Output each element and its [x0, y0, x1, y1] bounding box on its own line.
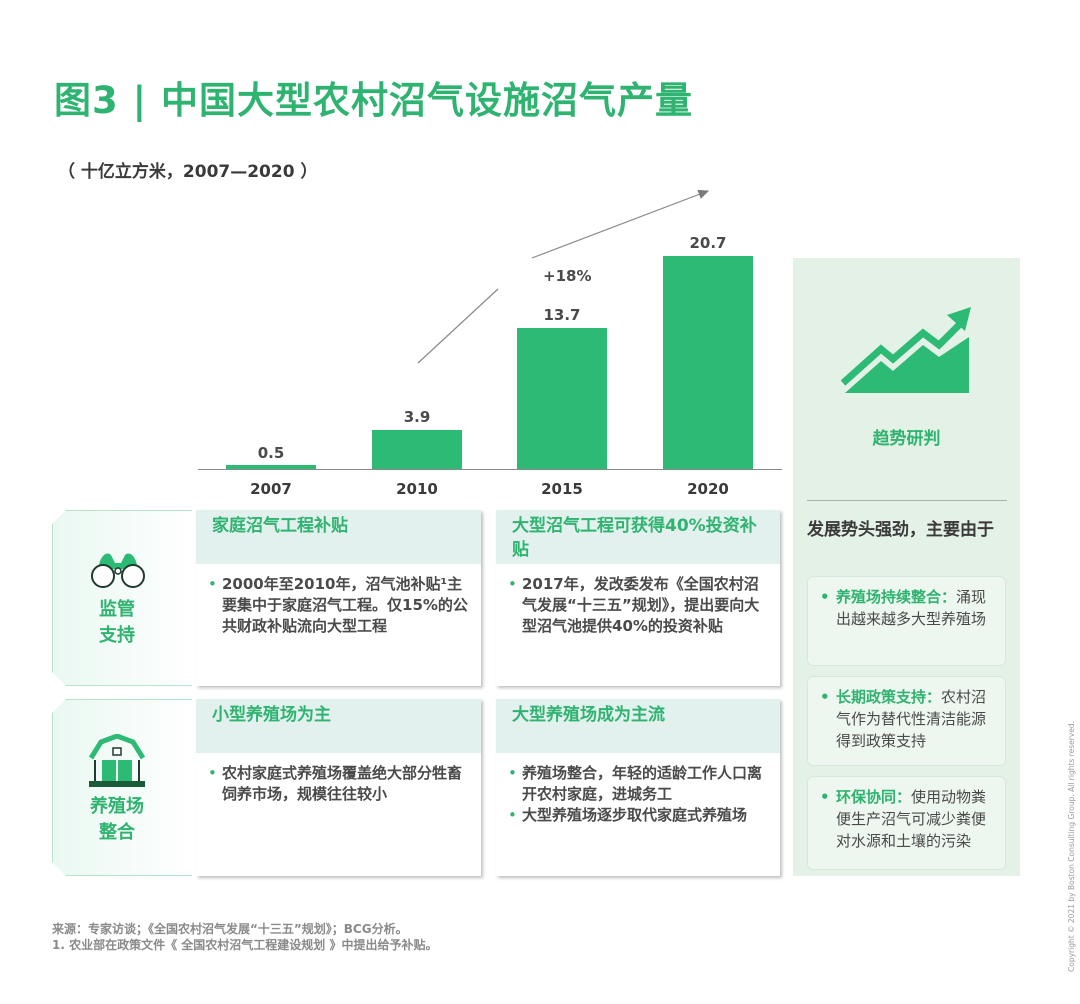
- category-label-line2: 整合: [99, 822, 135, 843]
- card-household-biogas-subsidy: 家庭沼气工程补贴 2000年至2010年，沼气池补贴¹主要集中于家庭沼气工程。仅…: [196, 510, 481, 686]
- card-heading: 家庭沼气工程补贴: [196, 510, 481, 564]
- bar-value-2020: 20.7: [689, 234, 727, 252]
- reason-text: 使用动物粪便生产沼气可减少粪便对水源和土壤的污染: [836, 788, 987, 850]
- category-label-line1: 监管: [99, 599, 135, 620]
- trend-up-chart-icon: [841, 307, 971, 393]
- bar-2007: [226, 465, 316, 469]
- bullet-icon: •: [820, 688, 830, 706]
- reason-key: 长期政策支持：: [836, 688, 942, 706]
- x-tick-2015: 2015: [541, 480, 583, 498]
- card-bullet: 养殖场整合，年轻的适龄工作人口离开农村家庭，进城务工: [508, 763, 768, 805]
- binoculars-icon: [87, 549, 149, 589]
- category-regulatory-support: 监管 支持: [52, 510, 192, 686]
- reason-text: 涌现出越来越多大型养殖场: [836, 588, 987, 628]
- source-note: 来源：专家访谈；《全国农村沼气发展“十三五”规划》；BCG分析。: [52, 922, 408, 936]
- trend-panel-heading: 趋势研判: [872, 429, 941, 449]
- card-large-farms-mainstream: 大型养殖场成为主流 养殖场整合，年轻的适龄工作人口离开农村家庭，进城务工 大型养…: [496, 699, 780, 876]
- x-axis: [198, 469, 782, 470]
- bar-2010: [372, 430, 462, 469]
- card-bullet: 农村家庭式养殖场覆盖绝大部分牲畜饲养市场，规模往往较小: [208, 763, 469, 805]
- category-label-line1: 养殖场: [90, 796, 144, 817]
- reason-card-environmental-synergy: • 环保协同：使用动物粪便生产沼气可减少粪便对水源和土壤的污染: [807, 776, 1006, 870]
- barn-icon: [87, 734, 147, 788]
- bar-2015: [517, 328, 607, 469]
- reason-key: 环保协同：: [836, 788, 912, 806]
- x-tick-2007: 2007: [250, 480, 292, 498]
- card-heading: 大型养殖场成为主流: [496, 699, 780, 753]
- bar-chart: +18% 0.5 2007 3.9 2010 13.7 2015 20.7 20…: [0, 0, 790, 500]
- card-bullet: 大型养殖场逐步取代家庭式养殖场: [508, 805, 768, 826]
- copyright-notice: Copyright © 2021 by Boston Consulting Gr…: [1067, 720, 1076, 972]
- x-tick-2020: 2020: [687, 480, 729, 498]
- reason-key: 养殖场持续整合：: [836, 588, 957, 606]
- bar-value-2010: 3.9: [403, 408, 431, 426]
- card-bullet: 2000年至2010年，沼气池补贴¹主要集中于家庭沼气工程。仅15%的公共财政补…: [208, 574, 469, 637]
- footnotes: 来源：专家访谈；《全国农村沼气发展“十三五”规划》；BCG分析。 1. 农业部在…: [52, 921, 437, 953]
- card-large-biogas-investment-subsidy: 大型沼气工程可获得40%投资补贴 2017年，发改委发布《全国农村沼气发展“十三…: [496, 510, 780, 686]
- category-label-line2: 支持: [99, 625, 135, 646]
- bar-2020: [663, 256, 753, 469]
- trend-panel-lead: 发展势头强劲，主要由于: [807, 520, 994, 540]
- cagr-annotation: +18%: [540, 267, 595, 285]
- bar-value-2007: 0.5: [257, 444, 285, 462]
- card-small-farms-dominant: 小型养殖场为主 农村家庭式养殖场覆盖绝大部分牲畜饲养市场，规模往往较小: [196, 699, 481, 876]
- trend-arrow-icon: [417, 189, 710, 364]
- divider: [807, 500, 1007, 501]
- bar-value-2015: 13.7: [543, 306, 581, 324]
- figure-title: 图3 | 中国大型农村沼气设施沼气产量: [54, 79, 694, 122]
- card-heading: 大型沼气工程可获得40%投资补贴: [496, 510, 780, 564]
- bullet-icon: •: [820, 588, 830, 606]
- reason-card-farm-consolidation: • 养殖场持续整合：涌现出越来越多大型养殖场: [807, 576, 1006, 666]
- reason-text: 农村沼气作为替代性清洁能源得到政策支持: [836, 688, 987, 750]
- card-heading: 小型养殖场为主: [196, 699, 481, 753]
- reason-card-policy-support: • 长期政策支持：农村沼气作为替代性清洁能源得到政策支持: [807, 676, 1006, 766]
- trend-panel: 趋势研判 发展势头强劲，主要由于 • 养殖场持续整合：涌现出越来越多大型养殖场 …: [793, 258, 1020, 876]
- card-bullet: 2017年，发改委发布《全国农村沼气发展“十三五”规划》，提出要向大型沼气池提供…: [508, 574, 768, 637]
- chart-unit-subtitle: （ 十亿立方米，2007—2020 ）: [58, 162, 318, 182]
- category-farm-consolidation: 养殖场 整合: [52, 699, 192, 876]
- bullet-icon: •: [820, 788, 830, 806]
- footnote-1: 1. 农业部在政策文件《 全国农村沼气工程建设规划 》中提出给予补贴。: [52, 938, 438, 952]
- x-tick-2010: 2010: [396, 480, 438, 498]
